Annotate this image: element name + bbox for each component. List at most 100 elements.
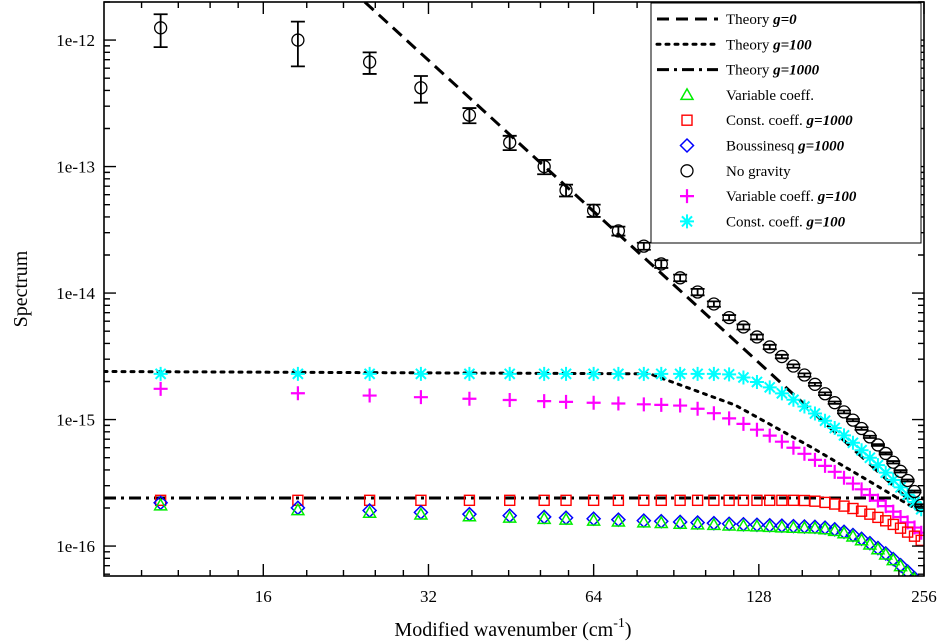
legend-item-const-g1000: Const. coeff. g=1000 [681, 113, 853, 129]
legend-label-emphasis-theory-g0: g=0 [772, 12, 797, 28]
point-var-g100-22 [807, 452, 822, 467]
errorbar-no-gravity-17 [749, 333, 764, 341]
errorbar-no-gravity-18 [762, 343, 777, 351]
point-no-gravity-4 [462, 108, 477, 122]
point-no-gravity-10 [637, 239, 651, 253]
point-const-g1000-19 [776, 494, 788, 507]
errorbar-no-gravity-32 [893, 469, 908, 474]
point-no-gravity-20 [786, 359, 801, 373]
point-no-gravity-1 [291, 33, 305, 47]
point-var-g100-7 [559, 394, 574, 409]
legend-marker-bouss-g1000 [679, 137, 695, 154]
point-var-g100-8 [586, 395, 601, 410]
point-const-g100-7 [559, 366, 574, 381]
point-const-g100-0 [153, 366, 168, 381]
plot-area [104, 2, 924, 576]
x-tick-labels: 16 32 64 128 256 [255, 587, 937, 606]
point-const-g100-1 [290, 366, 305, 381]
x-axis-label-main: Modified wavenumber (cm [394, 619, 613, 641]
legend-label-emphasis-var-g100: g=100 [817, 189, 857, 205]
point-var-coeff-1 [290, 502, 306, 516]
point-const-g100-25 [837, 428, 852, 443]
point-no-gravity-24 [828, 396, 842, 410]
point-var-coeff-10 [636, 514, 652, 528]
point-const-g100-4 [462, 366, 477, 381]
legend-marker-var-g100 [680, 189, 694, 204]
point-const-g1000-7 [560, 494, 572, 507]
errorbar-no-gravity-25 [837, 409, 852, 415]
point-no-gravity-17 [750, 330, 764, 344]
point-no-gravity-33 [900, 473, 915, 488]
point-const-g1000-32 [894, 522, 907, 534]
errorbar-no-gravity-3 [413, 75, 428, 104]
point-no-gravity-34 [907, 484, 922, 499]
point-var-coeff-5 [502, 510, 518, 523]
point-var-coeff-14 [706, 517, 722, 531]
legend-label-emphasis-const-g100: g=100 [806, 214, 846, 230]
point-const-g1000-27 [855, 505, 868, 517]
point-const-g1000-8 [587, 494, 600, 507]
point-var-g100-24 [827, 464, 842, 479]
point-const-g100-18 [762, 380, 777, 395]
y-tick-label-1e-16: 1e-16 [56, 537, 95, 556]
point-const-g100-3 [413, 366, 428, 381]
point-no-gravity-22 [808, 377, 822, 391]
errorbar-no-gravity-27 [854, 426, 869, 431]
legend-label-no-gravity: No gravity [726, 164, 791, 180]
errorbar-no-gravity-1 [290, 20, 305, 68]
point-no-gravity-8 [586, 203, 601, 218]
errorbar-no-gravity-35 [914, 503, 924, 508]
point-const-g100-27 [854, 443, 869, 458]
point-no-gravity-23 [818, 387, 832, 401]
point-const-g1000-20 [787, 494, 800, 507]
point-const-g100-16 [736, 370, 751, 385]
errorbar-no-gravity-23 [818, 391, 833, 397]
point-no-gravity-14 [707, 297, 721, 311]
point-var-coeff-6 [536, 511, 552, 525]
point-const-g100-10 [636, 366, 651, 381]
point-const-g100-5 [502, 366, 517, 381]
point-no-gravity-9 [611, 224, 626, 238]
legend-label-var-coeff: Variable coeff. [726, 88, 814, 104]
y-tick-label-1e-15: 1e-15 [56, 411, 95, 430]
errorbar-no-gravity-26 [845, 418, 860, 423]
point-no-gravity-7 [559, 183, 573, 197]
point-const-g1000-15 [723, 494, 735, 507]
point-const-g1000-12 [674, 494, 686, 507]
point-var-g100-5 [502, 393, 517, 408]
legend-label-bouss-g1000: Boussinesq g=1000 [726, 139, 845, 155]
x-axis-label-superscript: -1 [613, 616, 625, 631]
point-const-g1000-34 [908, 530, 921, 542]
point-var-coeff-8 [586, 513, 601, 526]
point-const-g1000-31 [887, 518, 899, 531]
errorbar-no-gravity-15 [722, 314, 737, 322]
point-no-gravity-2 [362, 55, 377, 69]
point-const-g100-30 [878, 465, 893, 480]
errorbar-no-gravity-5 [502, 134, 517, 151]
legend-label-theory-g100: Theory g=100 [726, 37, 812, 53]
point-var-g100-10 [636, 397, 651, 412]
point-const-g100-14 [706, 366, 721, 381]
point-const-g1000-33 [901, 526, 914, 538]
point-var-coeff-25 [836, 525, 852, 539]
y-axis-label: Spectrum [10, 250, 32, 327]
y-tick-label-1e-13: 1e-13 [56, 158, 95, 177]
legend-label-emphasis-bouss-g1000: g=1000 [797, 139, 845, 155]
series-const-g1000 [154, 494, 924, 547]
point-const-g100-33 [900, 487, 915, 502]
point-no-gravity-5 [503, 135, 517, 150]
point-var-coeff-12 [672, 516, 688, 529]
point-const-g100-19 [774, 386, 789, 401]
point-const-g100-26 [845, 435, 860, 450]
point-var-coeff-22 [807, 520, 823, 534]
point-var-g100-18 [762, 428, 777, 443]
point-const-g1000-16 [737, 494, 750, 507]
point-var-g100-1 [290, 386, 305, 401]
point-var-coeff-20 [786, 520, 801, 533]
point-const-g100-6 [537, 366, 552, 381]
x-tick-label-64: 64 [585, 587, 603, 606]
point-const-g100-12 [673, 366, 688, 381]
point-const-g1000-10 [638, 494, 650, 507]
point-const-g1000-6 [538, 494, 550, 507]
